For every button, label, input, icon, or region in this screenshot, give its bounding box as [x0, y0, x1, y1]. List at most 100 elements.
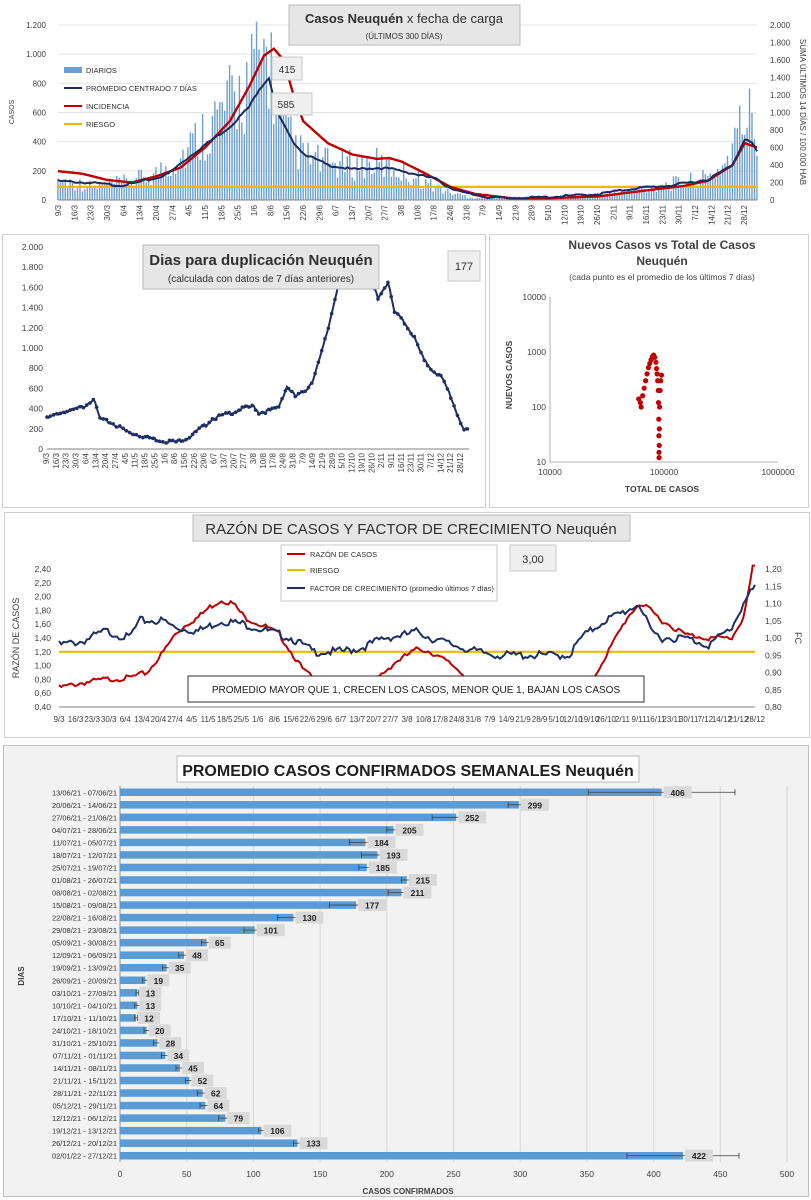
scatter-chart-title-line2: Neuquén	[636, 254, 687, 268]
sem-value-label-bg	[148, 1024, 171, 1037]
dup-point	[240, 405, 245, 409]
dup-point	[61, 410, 66, 415]
casos-daily-bar	[133, 185, 135, 200]
casos-xtick-label: 8/6	[266, 204, 275, 216]
sem-bar	[120, 1026, 147, 1035]
casos-daily-bar	[427, 183, 429, 200]
casos-daily-bar	[368, 161, 371, 200]
casos-daily-bar	[334, 162, 336, 200]
razon-xtick-label: 15/6	[283, 715, 299, 724]
casos-daily-bar	[645, 192, 648, 200]
dup-point	[187, 436, 192, 440]
sem-xtick-label: 300	[513, 1169, 527, 1179]
casos-legend-label: INCIDENCIA	[86, 102, 129, 111]
casos-daily-bar	[263, 38, 265, 201]
razon-xtick-label: 6/7	[335, 715, 347, 724]
dup-xtick-label: 9/3	[42, 452, 51, 464]
casos-daily-bar	[297, 169, 299, 200]
casos-daily-bar	[493, 197, 496, 200]
casos-daily-bar	[753, 139, 756, 200]
dup-point	[412, 334, 417, 339]
casos-xtick-label: 30/11	[675, 204, 684, 224]
casos-legend-label: RIESGO	[86, 120, 115, 129]
casos-daily-bar	[734, 127, 736, 200]
dup-point	[379, 291, 384, 296]
dup-xtick-label: 16/11	[397, 452, 406, 472]
sem-value-label: 211	[411, 888, 425, 898]
casos-xtick-label: 3/8	[397, 204, 406, 216]
casos-daily-bar	[471, 198, 474, 200]
razon-chart-panel: 0,40 0,60 0,80 1,00 1,20 1,40 1,60 1,80 2,00 2,20…	[4, 512, 810, 738]
casos-promedio-line	[57, 76, 758, 201]
sem-value-label: 133	[306, 1139, 320, 1149]
razon-y-axis-label: RAZÓN DE CASOS	[11, 598, 21, 679]
dup-point	[392, 310, 397, 315]
razon-xtick-label: 20/4	[151, 715, 167, 724]
casos-daily-bar	[434, 186, 437, 200]
casos-daily-bar	[383, 176, 385, 200]
casos-daily-bar	[322, 157, 324, 200]
dup-ytick-label: 2.000	[22, 242, 44, 252]
sem-bar	[120, 913, 294, 922]
casos-xtick-label: 14/9	[495, 204, 504, 220]
casos-daily-bar	[268, 108, 270, 200]
casos-daily-bar	[275, 103, 277, 200]
razon-ytick-label: 1,00	[34, 661, 51, 671]
dup-xtick-label: 2/11	[377, 452, 386, 468]
sem-xtick-label: 200	[380, 1169, 394, 1179]
razon-xtick-label: 2/11	[615, 715, 631, 724]
dup-point	[131, 432, 135, 437]
casos-daily-bar	[111, 181, 113, 200]
sem-value-label-bg	[159, 1036, 182, 1049]
dup-point	[197, 426, 202, 430]
sem-value-label-bg	[147, 974, 170, 987]
dup-point	[465, 427, 470, 431]
dup-point	[48, 414, 53, 418]
dup-point	[51, 413, 56, 417]
casos-xtick-label: 28/9	[528, 204, 537, 220]
casos-daily-bar	[150, 184, 152, 200]
casos-daily-bar	[76, 188, 79, 200]
casos-daily-bar	[476, 197, 478, 200]
sem-xtick-label: 350	[580, 1169, 594, 1179]
razon-title-box	[192, 514, 631, 542]
scatter-chart-subtitle: (cada punto es el promedio de los último…	[569, 272, 755, 282]
casos-daily-bar	[206, 154, 209, 200]
razon-legend-label: RIESGO	[310, 566, 339, 575]
dup-point	[396, 312, 400, 316]
casos-daily-bar	[658, 186, 660, 200]
sem-bar	[120, 826, 394, 834]
casos-daily-bar	[716, 168, 719, 200]
casos-daily-bar	[395, 176, 398, 200]
dup-xtick-label: 20/4	[101, 452, 110, 468]
casos-xtick-label: 30/3	[103, 204, 112, 220]
casos-xtick-label: 12/10	[560, 204, 569, 225]
sem-category-label: 19/09/21 - 13/09/21	[52, 964, 117, 973]
razon-xtick-label: 6/4	[120, 715, 132, 724]
casos-daily-bar	[108, 179, 111, 200]
scatter-point	[656, 416, 662, 422]
casos-daily-bar	[101, 184, 103, 200]
dup-point	[200, 423, 205, 428]
casos-daily-bar	[326, 148, 329, 200]
razon-xtick-label: 29/6	[316, 715, 332, 724]
sem-bar	[120, 1126, 262, 1135]
sem-title-box	[176, 755, 640, 783]
casos-daily-bar	[731, 143, 734, 200]
casos-daily-bar	[721, 165, 724, 200]
sem-category-label: 15/08/21 - 09/08/21	[52, 901, 117, 910]
sem-category-label: 27/06/21 - 21/06/21	[52, 813, 117, 822]
sem-bar	[120, 976, 146, 985]
dup-point	[65, 409, 69, 414]
dup-point	[74, 406, 79, 411]
dup-point	[184, 437, 188, 442]
casos-xtick-label: 7/12	[691, 204, 700, 220]
dup-point	[313, 371, 317, 376]
sem-bar	[120, 1064, 181, 1072]
dup-point	[134, 432, 139, 437]
sem-value-label-bg	[182, 1062, 205, 1074]
casos-daily-bar	[292, 142, 295, 200]
sem-value-label: 19	[154, 976, 164, 986]
casos-daily-bar	[128, 185, 130, 200]
casos-daily-bar	[422, 188, 425, 200]
